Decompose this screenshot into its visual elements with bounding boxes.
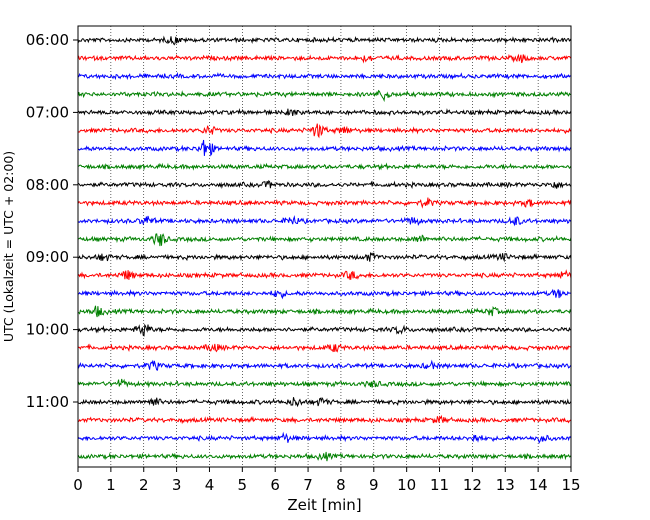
plot-area-frame <box>77 25 572 468</box>
y-tick-label: 08:00 <box>26 176 69 194</box>
y-axis-ticks: 06:00 07:00 08:00 09:00 10:00 11:00 <box>26 31 78 411</box>
x-axis-label: Zeit [min] <box>287 496 361 514</box>
trace-0915 <box>77 269 572 281</box>
x-tick-label: 12 <box>463 476 482 494</box>
x-tick-label: 6 <box>270 476 280 494</box>
trace-1045 <box>77 378 572 389</box>
trace-0730 <box>77 139 572 157</box>
trace-0745 <box>77 162 572 171</box>
x-tick-label: 0 <box>73 476 83 494</box>
trace-0830 <box>77 215 572 227</box>
trace-0615 <box>77 53 572 64</box>
x-tick-label: 11 <box>430 476 449 494</box>
x-tick-label: 14 <box>529 476 548 494</box>
trace-1145 <box>77 451 572 462</box>
trace-0715 <box>77 123 572 139</box>
x-tick-label: 2 <box>139 476 149 494</box>
trace-1030 <box>77 359 572 371</box>
y-axis-label: UTC (Lokalzeit = UTC + 02:00) <box>1 151 16 342</box>
trace-0700 <box>77 107 572 117</box>
x-tick-label: 8 <box>336 476 346 494</box>
y-tick-label: 09:00 <box>26 248 69 266</box>
x-tick-label: 10 <box>397 476 416 494</box>
x-tick-label: 3 <box>172 476 182 494</box>
trace-1100 <box>77 396 572 408</box>
y-tick-label: 11:00 <box>26 393 69 411</box>
x-tick-label: 9 <box>369 476 379 494</box>
trace-0600 <box>77 35 572 46</box>
trace-0645 <box>77 89 572 103</box>
x-axis-ticks: 0 1 2 3 4 5 6 7 8 9 10 11 12 13 14 15 <box>73 467 581 494</box>
y-tick-label: 10:00 <box>26 321 69 339</box>
x-tick-label: 7 <box>303 476 313 494</box>
seismogram-traces <box>77 35 572 462</box>
trace-0945 <box>77 305 572 318</box>
trace-0900 <box>77 252 572 263</box>
x-tick-label: 15 <box>561 476 580 494</box>
y-tick-label: 06:00 <box>26 31 69 49</box>
x-tick-label: 5 <box>238 476 248 494</box>
trace-0800 <box>77 179 572 190</box>
trace-0630 <box>77 71 572 81</box>
x-tick-label: 4 <box>205 476 215 494</box>
trace-0930 <box>77 288 572 300</box>
x-tick-label: 13 <box>496 476 515 494</box>
trace-0815 <box>77 197 572 209</box>
trace-1015 <box>77 343 572 353</box>
x-tick-label: 1 <box>106 476 116 494</box>
y-tick-label: 07:00 <box>26 103 69 121</box>
trace-1000 <box>77 323 572 337</box>
trace-1115 <box>77 414 572 425</box>
trace-1130 <box>77 431 572 444</box>
trace-0845 <box>77 233 572 247</box>
